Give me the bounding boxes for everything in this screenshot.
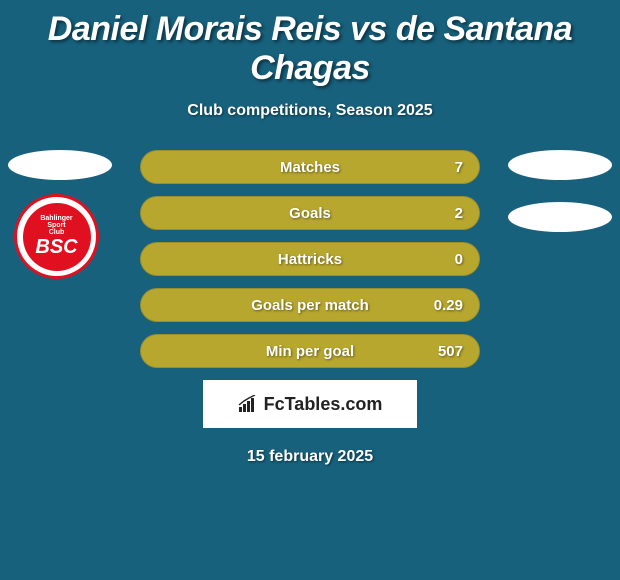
stat-row: Min per goal 507 <box>140 334 480 368</box>
stat-value-right: 0 <box>455 251 463 268</box>
stat-value-right: 7 <box>455 159 463 176</box>
stat-value-right: 0.29 <box>434 297 463 314</box>
stat-label: Goals per match <box>251 297 369 314</box>
stat-row: Matches 7 <box>140 150 480 184</box>
stat-value-right: 2 <box>455 205 463 222</box>
brand-text: FcTables.com <box>264 394 383 415</box>
left-club-logo: Bahlinger Sport Club BSC <box>14 194 99 279</box>
brand-box: FcTables.com <box>203 380 417 428</box>
right-player-badge-2 <box>508 202 612 232</box>
club-text-top: Bahlinger <box>40 215 72 222</box>
stat-label: Matches <box>280 159 340 176</box>
stat-label: Min per goal <box>266 343 354 360</box>
stat-label: Hattricks <box>278 251 342 268</box>
right-player-column <box>508 150 612 254</box>
stat-row: Goals 2 <box>140 196 480 230</box>
club-logo-inner: Bahlinger Sport Club BSC <box>23 203 91 271</box>
stat-row: Goals per match 0.29 <box>140 288 480 322</box>
club-abbrev: BSC <box>35 237 77 257</box>
comparison-card: Daniel Morais Reis vs de Santana Chagas … <box>0 0 620 580</box>
bar-chart-icon <box>238 395 260 413</box>
left-player-column: Bahlinger Sport Club BSC <box>8 150 112 279</box>
stat-value-right: 507 <box>438 343 463 360</box>
left-player-badge <box>8 150 112 180</box>
stat-row: Hattricks 0 <box>140 242 480 276</box>
club-text-bottom: Club <box>49 229 65 236</box>
subtitle: Club competitions, Season 2025 <box>0 102 620 120</box>
stat-label: Goals <box>289 205 331 222</box>
right-player-badge-1 <box>508 150 612 180</box>
club-text-mid: Sport <box>47 222 65 229</box>
stat-bars: Matches 7 Goals 2 Hattricks 0 Goals per … <box>140 150 480 368</box>
page-title: Daniel Morais Reis vs de Santana Chagas <box>0 0 620 88</box>
date-line: 15 february 2025 <box>0 448 620 466</box>
stats-area: Bahlinger Sport Club BSC Matches 7 Goals… <box>0 150 620 368</box>
